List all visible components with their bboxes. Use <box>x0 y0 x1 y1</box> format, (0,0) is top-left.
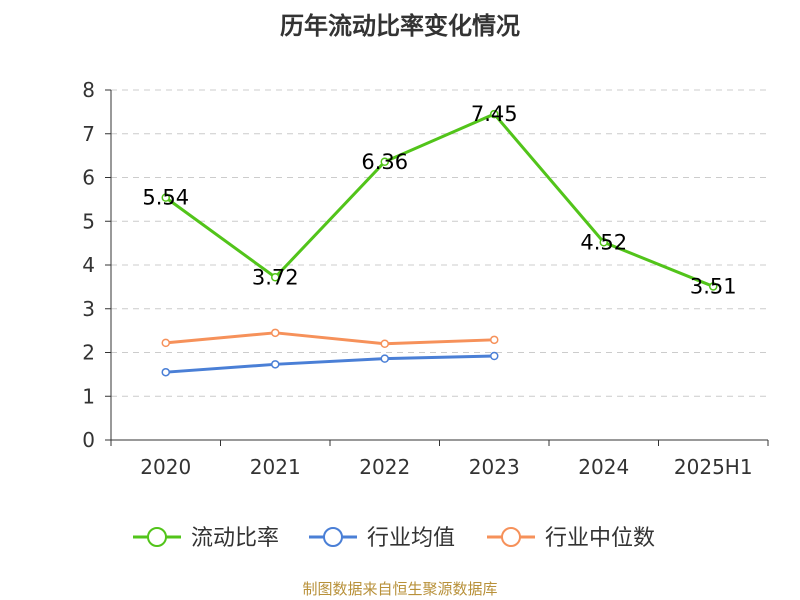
x-tick-label: 2020 <box>140 455 191 479</box>
x-tick-label: 2024 <box>578 455 629 479</box>
y-tick-label: 0 <box>82 428 95 452</box>
legend-label: 行业均值 <box>367 526 455 551</box>
y-tick-label: 6 <box>82 166 95 190</box>
x-tick-label: 2025H1 <box>674 455 753 479</box>
data-label: 3.51 <box>690 274 737 298</box>
x-tick-label: 2022 <box>359 455 410 479</box>
data-label: 7.45 <box>471 102 518 126</box>
legend-label: 行业中位数 <box>545 526 655 551</box>
data-point <box>161 193 170 202</box>
x-tick-label: 2023 <box>469 455 520 479</box>
data-label: 3.72 <box>252 265 299 289</box>
series-line-3 <box>165 331 495 346</box>
data-point <box>161 338 170 348</box>
data-point <box>380 157 389 166</box>
y-tick-label: 7 <box>82 122 95 146</box>
data-point <box>490 351 499 361</box>
data-point <box>380 354 389 363</box>
legend-swatch-marker <box>501 527 521 547</box>
data-point <box>161 367 170 377</box>
legend-label: 流动比率 <box>191 526 279 551</box>
data-label: 6.36 <box>361 150 408 174</box>
chart-title: 历年流动比率变化情况 <box>280 12 520 40</box>
y-tick-label: 3 <box>82 297 95 321</box>
series-line-1 <box>164 112 714 288</box>
y-tick-label: 4 <box>82 253 95 277</box>
legend-swatch-marker <box>147 527 167 547</box>
y-tick-label: 5 <box>82 209 95 233</box>
data-point <box>599 238 608 247</box>
data-point <box>271 328 280 338</box>
legend-swatch-marker <box>323 527 343 547</box>
series-line-2 <box>165 354 495 374</box>
data-point <box>271 360 280 369</box>
data-point <box>380 339 389 348</box>
data-point <box>490 109 499 119</box>
y-tick-label: 2 <box>82 341 95 365</box>
data-point <box>271 273 280 282</box>
data-point <box>490 335 499 345</box>
data-label: 4.52 <box>580 230 627 254</box>
x-tick-label: 2021 <box>250 455 301 479</box>
y-tick-label: 1 <box>82 384 95 408</box>
y-tick-label: 8 <box>82 78 95 102</box>
data-label: 5.54 <box>142 186 189 210</box>
data-point <box>709 282 718 291</box>
source-note: 制图数据来自恒生聚源数据库 <box>302 580 498 598</box>
